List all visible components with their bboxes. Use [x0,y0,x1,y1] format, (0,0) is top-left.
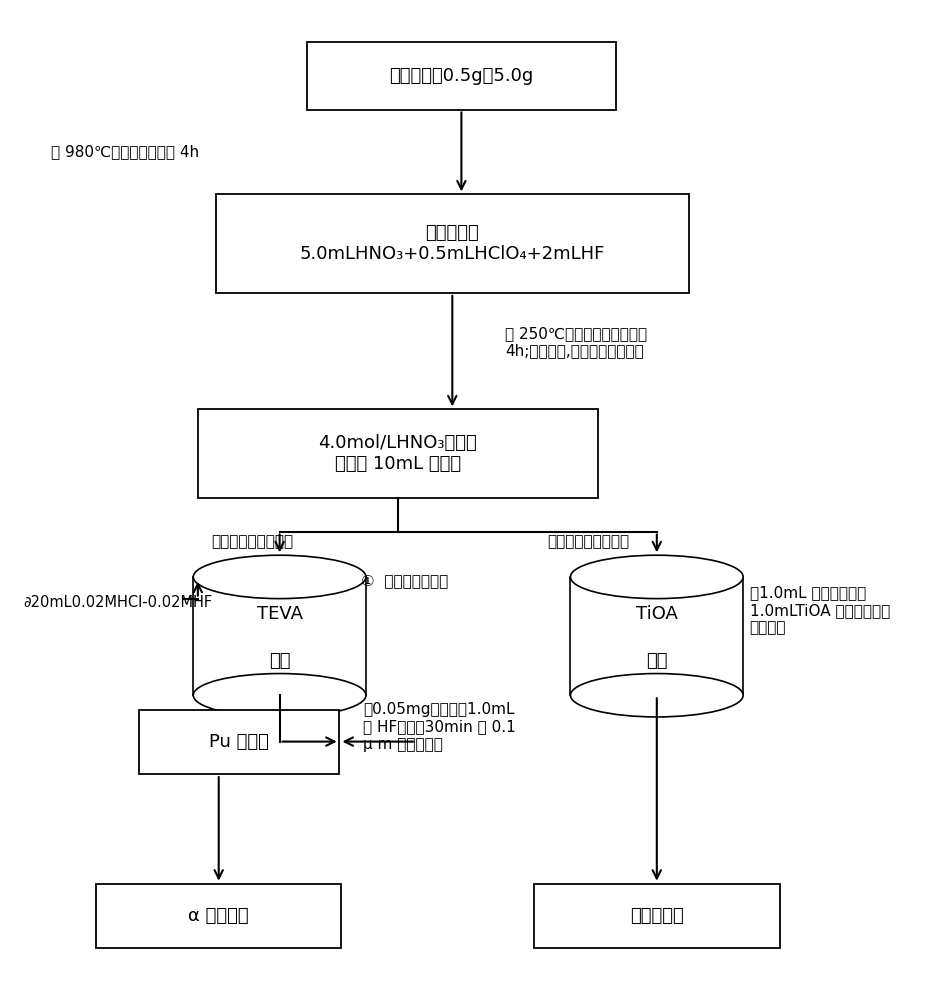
Ellipse shape [571,555,743,599]
Text: 萌取: 萌取 [646,652,668,670]
Text: ∂20mL0.02MHCl-0.02MHF: ∂20mL0.02MHCl-0.02MHF [23,595,212,610]
Text: TiOA: TiOA [636,605,678,623]
Ellipse shape [571,674,743,717]
Text: 厖1.0mL 溶解液，加入
1.0mLTiOA 萌取剂萌取，
离心分相: 厖1.0mL 溶解液，加入 1.0mLTiOA 萌取剂萌取， 离心分相 [749,586,890,635]
Text: Pu 解吸液: Pu 解吸液 [209,733,269,751]
Ellipse shape [194,555,366,599]
Text: 高压消解罐
5.0mLHNO₃+0.5mLHClO₄+2mLHF: 高压消解罐 5.0mLHNO₃+0.5mLHClO₄+2mLHF [300,224,605,263]
Polygon shape [194,577,366,695]
Ellipse shape [194,674,366,717]
Text: 4.0mol/LHNO₃洗涤并
定容至 10mL 容量瓶: 4.0mol/LHNO₃洗涤并 定容至 10mL 容量瓶 [318,434,478,473]
FancyBboxPatch shape [534,884,779,948]
Text: 低放射性水平废树脂: 低放射性水平废树脂 [211,534,293,549]
Text: 中放射性水平废树脂: 中放射性水平废树脂 [547,534,629,549]
Text: 液闪法测定: 液闪法测定 [630,907,683,925]
Text: ①  溶解液全部过柱: ① 溶解液全部过柱 [361,573,449,588]
Text: 废树脂样品0.5g～5.0g: 废树脂样品0.5g～5.0g [389,67,533,85]
Text: α 能谱测定: α 能谱测定 [188,907,249,925]
FancyBboxPatch shape [216,194,689,293]
Text: 树脂: 树脂 [269,652,290,670]
FancyBboxPatch shape [197,409,598,498]
Text: TEVA: TEVA [257,605,303,623]
Text: 在 980℃的马弗炉中碳化 4h: 在 980℃的马弗炉中碳化 4h [50,144,198,159]
FancyBboxPatch shape [96,884,342,948]
Polygon shape [571,577,743,695]
FancyBboxPatch shape [307,42,616,109]
Text: 在 250℃的电热板上密闭消解
4h;冷却开盖,加热蒸发至近干。: 在 250℃的电热板上密闭消解 4h;冷却开盖,加热蒸发至近干。 [505,326,647,358]
FancyBboxPatch shape [139,710,339,774]
Text: 加0.05mg颊载体，1.0mL
浓 HF，放缰30min 在 0.1
μ m 滤膜过滤。: 加0.05mg颊载体，1.0mL 浓 HF，放缰30min 在 0.1 μ m … [363,702,516,752]
